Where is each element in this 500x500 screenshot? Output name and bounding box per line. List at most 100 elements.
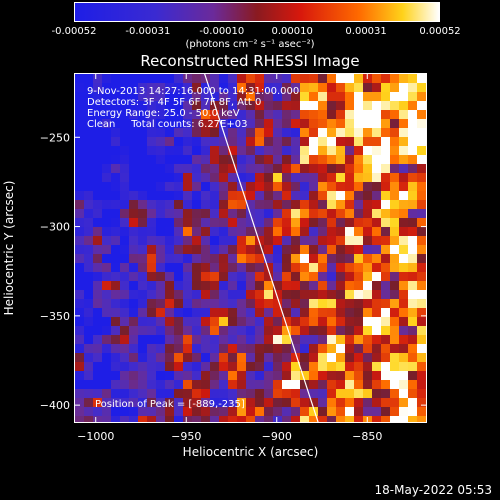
heatmap-cell (237, 236, 247, 246)
heatmap-cell (84, 182, 94, 192)
heatmap-cell (282, 128, 292, 138)
heatmap-cell (363, 371, 373, 381)
heatmap-cell (219, 236, 229, 246)
heatmap-cell (417, 182, 426, 192)
heatmap-cell (264, 335, 274, 345)
heatmap-cell (84, 92, 94, 102)
heatmap-cell (282, 272, 292, 282)
heatmap-cell (327, 299, 337, 309)
heatmap-cell (120, 173, 130, 183)
heatmap-cell (273, 200, 283, 210)
heatmap-cell (372, 353, 382, 363)
heatmap-cell (183, 335, 193, 345)
heatmap-cell (111, 155, 121, 165)
heatmap-cell (399, 83, 409, 93)
heatmap-cell (363, 218, 373, 228)
heatmap-cell (300, 164, 310, 174)
heatmap-cell (327, 101, 337, 111)
heatmap-cell (264, 146, 274, 156)
heatmap-cell (237, 407, 247, 417)
heatmap-cell (237, 317, 247, 327)
heatmap-cell (345, 101, 355, 111)
heatmap-cell (165, 344, 175, 354)
heatmap-cell (318, 119, 328, 129)
heatmap-cell (372, 182, 382, 192)
heatmap-cell (147, 380, 157, 390)
heatmap-cell (255, 272, 265, 282)
heatmap-cell (408, 380, 418, 390)
heatmap-cell (399, 227, 409, 237)
heatmap-cell (354, 128, 364, 138)
heatmap-cell (390, 335, 400, 345)
heatmap-cell (417, 155, 426, 165)
heatmap-cell (111, 362, 121, 372)
heatmap-cell (228, 281, 238, 291)
heatmap-cell (201, 362, 211, 372)
heatmap-cell (219, 290, 229, 300)
heatmap-cell (381, 290, 391, 300)
heatmap-cell (147, 128, 157, 138)
heatmap-cell (102, 128, 112, 138)
heatmap-cell (147, 344, 157, 354)
heatmap-cell (372, 398, 382, 408)
heatmap-cell (309, 362, 319, 372)
heatmap-cell (120, 398, 130, 408)
heatmap-cell (102, 263, 112, 273)
heatmap-cell (75, 416, 85, 422)
heatmap-cell (219, 173, 229, 183)
heatmap-cell (309, 317, 319, 327)
heatmap-cell (336, 254, 346, 264)
heatmap-cell (255, 173, 265, 183)
heatmap-cell (138, 83, 148, 93)
heatmap-cell (264, 155, 274, 165)
heatmap-cell (219, 119, 229, 129)
heatmap-cell (327, 173, 337, 183)
heatmap-cell (309, 119, 319, 129)
heatmap-cell (246, 92, 256, 102)
heatmap-cell (174, 290, 184, 300)
heatmap-cell (345, 380, 355, 390)
heatmap-cell (84, 308, 94, 318)
heatmap-cell (336, 380, 346, 390)
heatmap-cell (390, 227, 400, 237)
heatmap-cell (183, 353, 193, 363)
heatmap-cell (264, 281, 274, 291)
heatmap-cell (201, 398, 211, 408)
heatmap-cell (192, 290, 202, 300)
solar-limb-line (203, 73, 319, 423)
heatmap-cell (237, 416, 247, 422)
heatmap-cell (381, 245, 391, 255)
heatmap-cell (408, 308, 418, 318)
heatmap-cell (237, 173, 247, 183)
heatmap-cell (93, 101, 103, 111)
heatmap-cell (210, 389, 220, 399)
heatmap-cell (111, 173, 121, 183)
heatmap-cell (102, 173, 112, 183)
heatmap-cell (201, 146, 211, 156)
heatmap-cell (345, 335, 355, 345)
heatmap-cell (102, 416, 112, 422)
heatmap-cell (237, 353, 247, 363)
heatmap-cell (183, 218, 193, 228)
heatmap-cell (363, 92, 373, 102)
heatmap-cell (210, 407, 220, 417)
heatmap-cell (363, 245, 373, 255)
heatmap-cell (210, 137, 220, 147)
heatmap-cell (75, 308, 85, 318)
colorbar-tick-label: -0.00031 (125, 26, 171, 37)
heatmap-cell (156, 398, 166, 408)
heatmap-cell (255, 83, 265, 93)
heatmap-cell (246, 308, 256, 318)
heatmap-cell (138, 74, 148, 84)
heatmap-cell (120, 74, 130, 84)
heatmap-cell (345, 344, 355, 354)
heatmap-cell (408, 155, 418, 165)
heatmap-cell (111, 254, 121, 264)
heatmap-cell (129, 74, 139, 84)
heatmap-cell (102, 281, 112, 291)
heatmap-cell (291, 299, 301, 309)
heatmap-cell (417, 173, 426, 183)
heatmap-cell (156, 371, 166, 381)
heatmap-cell (336, 191, 346, 201)
heatmap-cell (354, 92, 364, 102)
